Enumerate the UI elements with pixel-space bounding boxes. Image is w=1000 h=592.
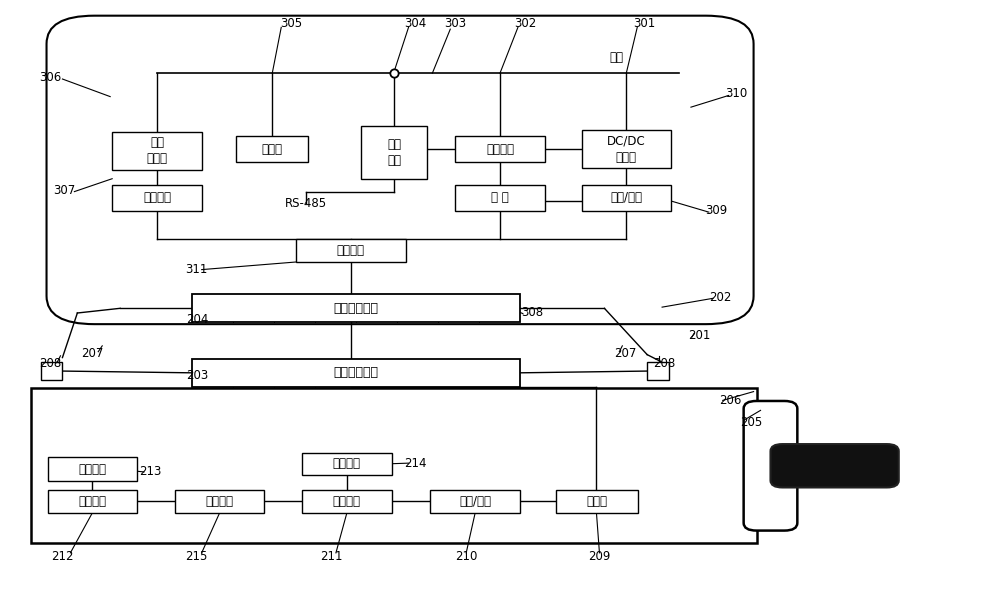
Text: 耦合器初级端: 耦合器初级端	[333, 366, 378, 379]
Bar	[48, 457, 137, 481]
Text: 304: 304	[404, 17, 427, 30]
Text: 305: 305	[280, 17, 302, 30]
Text: 306: 306	[39, 71, 62, 83]
Text: 211: 211	[320, 551, 342, 564]
Text: 308: 308	[521, 306, 543, 319]
Text: 电池组: 电池组	[262, 143, 283, 156]
Bar	[647, 362, 669, 380]
Bar	[430, 490, 520, 513]
Text: 307: 307	[53, 184, 76, 197]
FancyBboxPatch shape	[47, 15, 754, 324]
Text: 205: 205	[740, 416, 763, 429]
Text: 207: 207	[81, 347, 103, 360]
Bar	[361, 126, 427, 179]
Text: 整流/滤波: 整流/滤波	[610, 191, 642, 204]
Text: 213: 213	[139, 465, 161, 478]
Text: 210: 210	[455, 551, 477, 564]
Bar	[582, 130, 671, 168]
Bar	[236, 136, 308, 162]
Bar	[192, 294, 520, 323]
Text: 谐振补偿: 谐振补偿	[333, 457, 361, 470]
Text: 204: 204	[187, 313, 209, 326]
Text: 208: 208	[39, 357, 62, 370]
Text: 302: 302	[514, 17, 536, 30]
Text: 215: 215	[186, 551, 208, 564]
Text: 通信
控制器: 通信 控制器	[146, 136, 167, 165]
Bar	[582, 185, 671, 211]
Text: 212: 212	[51, 551, 74, 564]
Bar	[556, 490, 638, 513]
Text: 201: 201	[688, 329, 710, 342]
Bar	[455, 136, 545, 162]
Text: 301: 301	[633, 17, 655, 30]
Text: 206: 206	[720, 394, 742, 407]
Text: 驱动控制: 驱动控制	[206, 495, 234, 508]
FancyBboxPatch shape	[744, 401, 797, 530]
Text: 微处
理器: 微处 理器	[387, 138, 401, 167]
Text: 负 载: 负 载	[491, 191, 509, 204]
Bar	[192, 359, 520, 387]
Text: 变压器: 变压器	[586, 495, 607, 508]
Text: 主控制器: 主控制器	[486, 143, 514, 156]
Text: 谐振补偿: 谐振补偿	[337, 244, 365, 257]
Text: 整流/滤波: 整流/滤波	[459, 495, 491, 508]
Text: 202: 202	[710, 291, 732, 304]
Text: 310: 310	[726, 87, 748, 100]
Text: 214: 214	[404, 456, 427, 469]
Bar	[31, 388, 757, 543]
Text: RS-485: RS-485	[285, 197, 327, 210]
Bar	[112, 132, 202, 170]
Text: 总线: 总线	[609, 52, 623, 65]
FancyBboxPatch shape	[770, 444, 899, 487]
Bar	[296, 239, 406, 262]
Text: 耦合器次级端: 耦合器次级端	[333, 302, 378, 315]
Text: DC/DC
变换器: DC/DC 变换器	[607, 134, 646, 163]
Text: 303: 303	[444, 17, 466, 30]
Text: 207: 207	[614, 347, 636, 360]
Text: 高频逆变: 高频逆变	[333, 495, 361, 508]
Text: 主控制器: 主控制器	[78, 462, 106, 475]
Bar	[455, 185, 545, 211]
Text: 209: 209	[588, 551, 611, 564]
Text: 309: 309	[706, 204, 728, 217]
Bar	[41, 362, 62, 380]
Bar	[302, 452, 392, 475]
Text: 解调电路: 解调电路	[143, 191, 171, 204]
Text: 203: 203	[187, 369, 209, 382]
Text: 208: 208	[653, 357, 675, 370]
Bar	[302, 490, 392, 513]
Text: 调制电路: 调制电路	[78, 495, 106, 508]
Bar	[112, 185, 202, 211]
Text: 311: 311	[186, 263, 208, 276]
Bar	[175, 490, 264, 513]
Bar	[48, 490, 137, 513]
